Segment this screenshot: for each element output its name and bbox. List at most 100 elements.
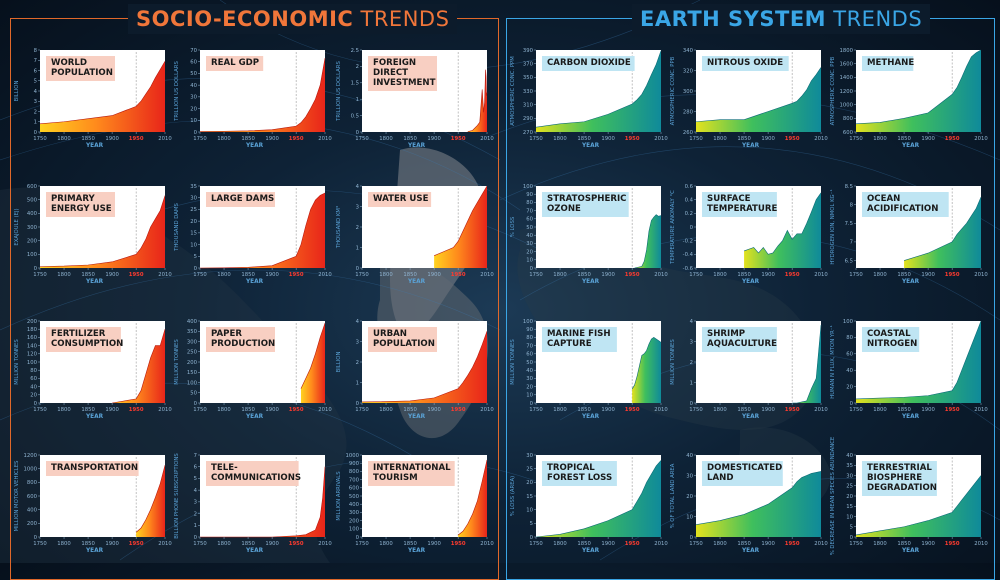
- chart-title-line: PRODUCTION: [211, 339, 275, 349]
- x-axis-label: YEAR: [901, 548, 920, 554]
- x-tick-label: 1900: [761, 407, 775, 413]
- series-line: [361, 331, 488, 403]
- y-tick-label: 300: [27, 225, 38, 231]
- x-tick-label: 2010: [974, 407, 988, 413]
- x-tick-label: 1850: [737, 136, 751, 142]
- x-tick-label: 1950: [451, 541, 466, 547]
- x-tick-label: 1800: [873, 407, 887, 413]
- y-tick-label: 140: [27, 343, 38, 349]
- y-tick-label: 350: [187, 329, 198, 335]
- series-area: [112, 329, 165, 403]
- y-axis-label: MILLION TONNES: [174, 339, 180, 385]
- series-line: [39, 195, 166, 267]
- y-tick-label: 30: [526, 376, 533, 382]
- x-tick-label: 1900: [105, 407, 119, 413]
- y-tick-label: 15: [526, 494, 533, 500]
- x-tick-label: 2010: [480, 541, 494, 547]
- y-axis-label: HUMAN N FLUX, MTON YR⁻¹: [829, 325, 836, 398]
- x-tick-label: 1750: [689, 272, 703, 278]
- x-tick-label: 1800: [217, 407, 231, 413]
- chart-title-line: DEGRADATION: [867, 483, 937, 493]
- chart-9: 0 200 400 600 800 1000 1200 MILLION MOTOR VEHIC…: [14, 453, 172, 554]
- chart-12: 270 290 310 330 350 370 390 ATMOSPHERIC CONC. P…: [510, 48, 668, 149]
- y-tick-label: 100: [187, 380, 198, 386]
- chart-title-box: [702, 192, 777, 217]
- y-tick-label: 10: [526, 393, 533, 399]
- series-area: [40, 195, 165, 268]
- x-tick-label: 1750: [529, 541, 543, 547]
- y-tick-label: 800: [843, 116, 854, 122]
- y-tick-label: 40: [30, 384, 37, 390]
- y-tick-label: 5: [194, 254, 197, 260]
- y-tick-label: 400: [27, 211, 38, 217]
- chart-title-line: NITROGEN: [867, 339, 917, 349]
- y-tick-label: 1400: [840, 75, 854, 81]
- x-tick-label: 1800: [57, 136, 71, 142]
- y-tick-label: 390: [523, 48, 534, 54]
- x-tick-label: 1850: [897, 407, 911, 413]
- x-tick-label: 1850: [737, 541, 751, 547]
- series-area: [200, 58, 325, 133]
- x-tick-label: 1750: [529, 407, 543, 413]
- x-tick-label: 2010: [158, 541, 172, 547]
- y-tick-label: 300: [187, 339, 198, 345]
- x-axis-label: YEAR: [407, 143, 426, 149]
- x-axis-label: YEAR: [85, 548, 104, 554]
- y-tick-label: 3: [356, 339, 359, 345]
- x-tick-label: 1850: [81, 541, 95, 547]
- x-tick-label: 2010: [318, 407, 332, 413]
- chart-23: 0 5 10 15 20 25 30 35 40 % DECREASE IN MEAN SPECI…: [830, 436, 988, 555]
- chart-13: 260 280 300 320 340 ATMOSPHERIC CONC. PPB 1750…: [670, 48, 828, 149]
- chart-title-box: [542, 192, 629, 217]
- y-tick-label: 0: [194, 130, 198, 136]
- x-tick-label: 1750: [193, 272, 207, 278]
- x-axis-label: YEAR: [85, 414, 104, 420]
- y-tick-label: 60: [30, 376, 37, 382]
- chart-title-line: DOMESTICATED: [707, 463, 782, 473]
- x-tick-label: 1950: [945, 407, 960, 413]
- y-tick-label: 500: [27, 197, 38, 203]
- y-tick-label: 2: [356, 225, 359, 231]
- series-line: [743, 192, 822, 255]
- series-line: [434, 185, 488, 256]
- y-tick-label: 300: [349, 510, 360, 516]
- y-tick-label: 500: [349, 494, 360, 500]
- y-tick-label: 160: [27, 335, 38, 341]
- y-tick-label: 10: [686, 514, 693, 520]
- chart-21: 0 5 10 15 20 25 30 % LOSS (AREA) 1750 1800 1850 190…: [510, 453, 668, 554]
- y-tick-label: 0.5: [351, 113, 359, 119]
- x-axis-label: YEAR: [407, 548, 426, 554]
- x-tick-label: 2010: [654, 272, 668, 278]
- y-tick-label: 7: [850, 240, 853, 246]
- x-tick-label: 1900: [265, 407, 279, 413]
- x-tick-label: 1800: [57, 407, 71, 413]
- series-area: [632, 337, 661, 403]
- x-tick-label: 1900: [105, 272, 119, 278]
- earth-header-bold: EARTH SYSTEM: [640, 7, 827, 31]
- series-area: [536, 460, 661, 537]
- y-tick-label: 1200: [24, 453, 38, 459]
- x-tick-label: 1800: [217, 541, 231, 547]
- series-area: [136, 465, 165, 537]
- chart-title-box: [368, 56, 437, 91]
- series-line: [631, 337, 662, 390]
- x-tick-label: 1850: [577, 272, 591, 278]
- y-tick-label: 0: [530, 401, 534, 407]
- y-tick-label: 5: [850, 525, 853, 531]
- y-tick-label: 100: [349, 527, 360, 533]
- x-tick-label: 2010: [158, 407, 172, 413]
- chart-title-box: [368, 327, 437, 352]
- x-axis-label: YEAR: [245, 279, 264, 285]
- chart-14: 600 800 1000 1200 1400 1600 1800 ATMOSPHERIC CO…: [830, 48, 988, 149]
- y-tick-label: 0: [356, 535, 360, 541]
- y-tick-label: 700: [349, 477, 360, 483]
- x-tick-label: 1900: [761, 541, 775, 547]
- y-tick-label: 40: [846, 453, 853, 459]
- x-axis-label: YEAR: [407, 279, 426, 285]
- y-tick-label: 1000: [24, 466, 38, 472]
- x-axis-label: YEAR: [581, 143, 600, 149]
- y-tick-label: 10: [846, 514, 853, 520]
- y-axis-label: BILLION: [336, 352, 342, 373]
- y-tick-label: 0: [34, 266, 38, 272]
- x-tick-label: 1900: [601, 136, 615, 142]
